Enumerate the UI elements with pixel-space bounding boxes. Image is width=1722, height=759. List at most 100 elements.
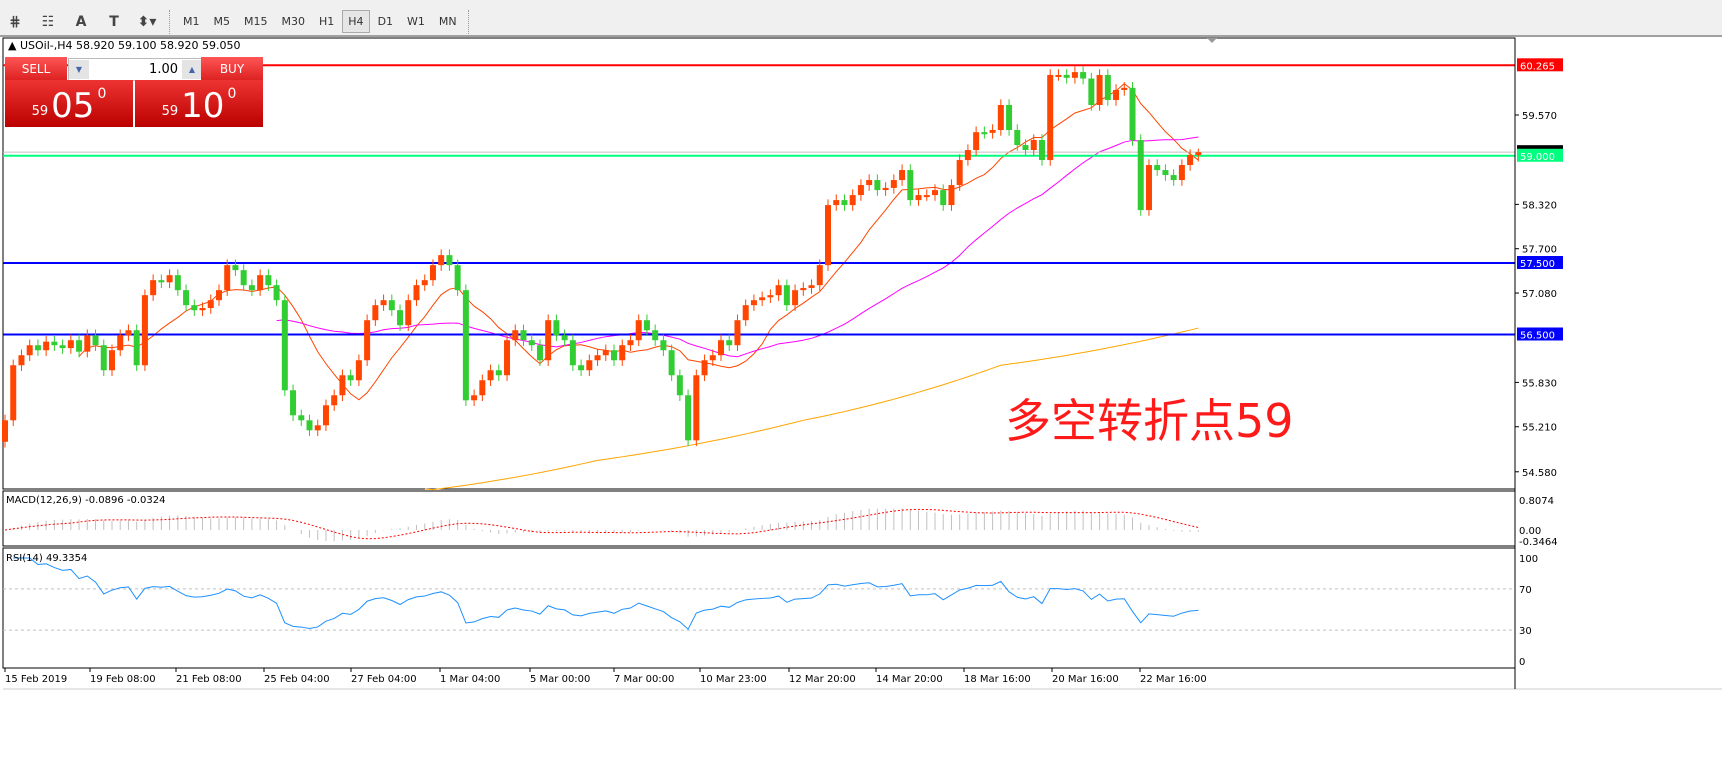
volume-stepper[interactable]: ▼ 1.00 ▲ [68, 58, 203, 81]
candle [92, 335, 99, 346]
fibonacci-fan-icon[interactable]: ☷ [41, 13, 55, 30]
timeframe-m15[interactable]: M15 [244, 15, 268, 28]
candle [866, 180, 873, 186]
candle [43, 341, 50, 351]
price-tick-label: 55.210 [1522, 423, 1557, 434]
candle [347, 375, 354, 381]
candle [322, 405, 329, 426]
timeframe-m5[interactable]: M5 [213, 15, 231, 28]
time-axis-label: 22 Mar 16:00 [1140, 674, 1207, 685]
ma-slow-line [424, 327, 1199, 491]
candle [718, 340, 725, 356]
time-axis-label: 1 Mar 04:00 [440, 674, 500, 685]
sell-price[interactable]: 59 05 0 [5, 80, 133, 127]
buy-button[interactable]: BUY [201, 57, 263, 80]
candle [372, 305, 379, 321]
candle [1178, 165, 1185, 181]
candle [594, 355, 601, 361]
candle [1162, 170, 1169, 176]
candle [462, 290, 469, 401]
candle [1113, 89, 1120, 100]
buy-price-main: 10 [181, 86, 225, 126]
fibonacci-expansion-icon[interactable]: ⋕ [9, 13, 21, 30]
text-icon[interactable]: A [75, 13, 87, 30]
candle [940, 190, 947, 206]
candle [133, 330, 140, 366]
candle [726, 340, 733, 346]
timeframe-d1[interactable]: D1 [377, 15, 394, 28]
volume-decrease-button[interactable]: ▼ [69, 60, 89, 79]
timeframe-m1[interactable]: M1 [183, 15, 200, 28]
candle [438, 255, 445, 266]
candle [199, 308, 206, 311]
timeframe-h4[interactable]: H4 [342, 10, 370, 33]
arrows-icon[interactable]: ⬍▾ [137, 13, 157, 30]
candle [364, 320, 371, 361]
macd-axis-label: 0.8074 [1519, 496, 1554, 507]
candle [1088, 78, 1095, 105]
volume-input[interactable]: 1.00 [149, 62, 178, 77]
candle [767, 295, 774, 298]
candle [59, 345, 66, 349]
volume-increase-button[interactable]: ▲ [182, 60, 202, 79]
candle [158, 280, 165, 283]
toolbar-separator [169, 9, 172, 34]
sell-button[interactable]: SELL [5, 57, 67, 80]
candle [1104, 74, 1111, 100]
candle [454, 265, 461, 291]
candle [1096, 74, 1103, 105]
candle [174, 275, 181, 291]
price-tick-label: 55.830 [1522, 378, 1557, 389]
timeframe-h1[interactable]: H1 [319, 15, 335, 28]
time-axis-label: 7 Mar 00:00 [614, 674, 674, 685]
macd-label: MACD(12,26,9) -0.0896 -0.0324 [6, 495, 166, 506]
candle [857, 185, 864, 196]
candle [331, 395, 338, 406]
line-price-label: 59.000 [1520, 152, 1555, 163]
candle [964, 150, 971, 161]
candle [685, 395, 692, 441]
candle [339, 375, 346, 396]
candle [248, 285, 255, 291]
time-axis-label: 25 Feb 04:00 [264, 674, 330, 685]
macd-signal-line [4, 508, 1199, 540]
macd-axis-label: -0.3464 [1519, 537, 1558, 548]
time-axis-label: 19 Feb 08:00 [90, 674, 156, 685]
candle [26, 345, 33, 356]
candle [907, 170, 914, 201]
macd-panel-frame [2, 490, 1516, 547]
line-price-label-bg [1517, 58, 1563, 72]
one-click-trading-panel: SELL ▼ 1.00 ▲ BUY 59 05 0 59 10 0 [5, 57, 263, 127]
buy-price[interactable]: 59 10 0 [135, 80, 263, 127]
candle [471, 395, 478, 401]
candle [1121, 87, 1128, 90]
candle [215, 290, 222, 301]
timeframe-m30[interactable]: M30 [281, 15, 306, 28]
candle [240, 270, 247, 286]
symbol-ohlc-label: ▲ USOil-,H4 58.920 59.100 58.920 59.050 [8, 39, 241, 52]
candle [1071, 72, 1078, 78]
candle [405, 300, 412, 326]
candle [504, 340, 511, 376]
candle [257, 275, 264, 291]
time-axis-label: 10 Mar 23:00 [700, 674, 767, 685]
buy-price-prefix: 59 [161, 104, 179, 119]
candle [619, 345, 626, 361]
time-axis-label: 15 Feb 2019 [5, 674, 67, 685]
candle [108, 350, 115, 371]
chart-annotation-text[interactable]: 多空转折点59 [1005, 394, 1294, 448]
candle [100, 345, 107, 371]
candle [833, 200, 840, 206]
price-tick-label: 59.570 [1522, 111, 1557, 122]
timeframe-mn[interactable]: MN [438, 15, 457, 28]
candle [67, 340, 74, 349]
candle [76, 340, 83, 352]
candle [298, 415, 305, 421]
candle [981, 132, 988, 135]
text-label-icon[interactable]: T [109, 13, 119, 30]
timeframe-w1[interactable]: W1 [407, 15, 425, 28]
candle [668, 350, 675, 376]
candle [635, 320, 642, 341]
candle [841, 200, 848, 206]
